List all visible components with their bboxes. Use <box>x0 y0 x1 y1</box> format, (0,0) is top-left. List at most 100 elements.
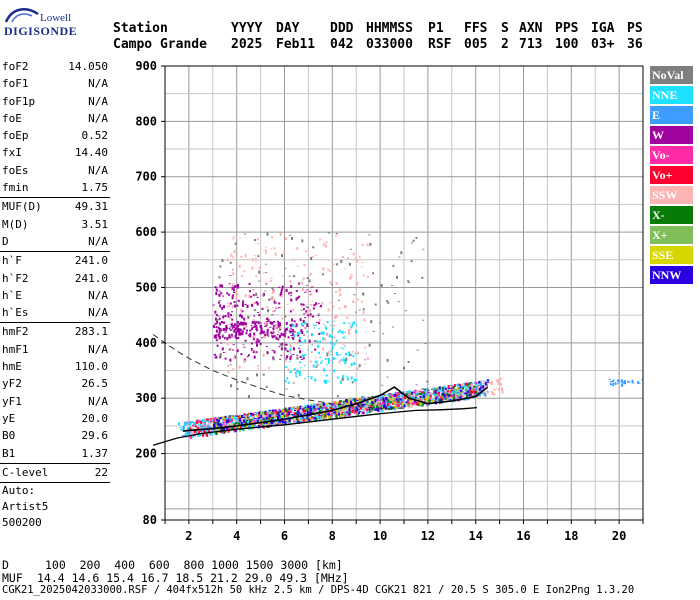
echo-point-e <box>381 406 384 408</box>
echo-point-nne <box>333 343 336 346</box>
echo-point-ssw <box>238 264 241 268</box>
echo-point-nne <box>361 397 364 400</box>
echo-point-ssw <box>309 315 311 318</box>
echo-point-ssw <box>279 326 282 329</box>
echo-point-ssw <box>251 420 254 424</box>
echo-point-w <box>292 336 295 340</box>
echo-point-nnw <box>219 423 222 427</box>
echo-point-e <box>470 382 473 384</box>
echo-point-w <box>243 346 246 348</box>
echo-point-w <box>289 331 292 334</box>
echo-point-x- <box>283 414 286 418</box>
echo-point-ssw <box>302 277 305 281</box>
echo-point-ssw <box>424 391 427 393</box>
echo-point-nne <box>348 353 351 357</box>
echo-point-nne <box>273 423 275 426</box>
echo-point-w <box>245 332 248 335</box>
echo-point-vo- <box>401 400 403 404</box>
echo-point-w <box>290 298 293 302</box>
echo-point-vo- <box>366 408 369 411</box>
echo-point-noval <box>397 301 400 303</box>
echo-point-w <box>239 313 242 316</box>
echo-point-nnw <box>223 428 225 430</box>
estimated-profile-dashed-line <box>152 334 404 409</box>
echo-point-ssw <box>460 388 463 390</box>
echo-point-sse <box>425 395 428 397</box>
param-row-c-level: C-level 22 <box>0 464 110 481</box>
echo-point-vo- <box>210 419 213 423</box>
echo-point-vo- <box>446 396 448 398</box>
echo-point-ssw <box>495 380 498 382</box>
echo-point-vo- <box>316 403 319 406</box>
echo-point-vo- <box>344 414 347 418</box>
param-row-h-f: h`F 241.0 <box>0 252 110 269</box>
echo-point-ssw <box>361 261 364 263</box>
echo-point-w <box>279 328 282 331</box>
echo-point-ssw <box>351 276 354 278</box>
echo-point-x- <box>410 403 412 405</box>
echo-point-ssw <box>301 305 304 307</box>
echo-point-ssw <box>351 350 354 353</box>
echo-point-w <box>318 322 320 325</box>
echo-point-ssw <box>499 382 502 386</box>
echo-point-vo- <box>451 385 454 387</box>
echo-point-w <box>296 296 299 299</box>
echo-point-nne <box>421 393 424 395</box>
echo-point-nnw <box>301 416 304 418</box>
x-tick-label: 20 <box>612 529 626 543</box>
scaled-parameters-panel: foF2 14.050 foF1 N/A foF1p N/A foE N/A foEp 0.52 f… <box>0 58 110 484</box>
echo-point-w <box>312 315 315 318</box>
echo-point-w <box>280 332 283 336</box>
echo-point-ssw <box>320 410 323 412</box>
echo-point-nnw <box>331 403 334 406</box>
echo-point-nne <box>390 397 393 399</box>
echo-point-w <box>314 348 317 351</box>
echo-point-sse <box>342 408 345 411</box>
echo-point-ssw <box>307 289 309 293</box>
echo-point-e <box>443 396 446 400</box>
echo-point-w <box>234 304 237 308</box>
echo-point-w <box>226 337 229 341</box>
echo-point-nne <box>322 331 325 335</box>
echo-point-e <box>479 381 482 384</box>
echo-point-nne <box>314 378 317 382</box>
echo-point-ssw <box>373 398 376 402</box>
echo-point-w <box>256 338 259 341</box>
echo-point-vo- <box>441 398 444 401</box>
echo-point-nne <box>318 413 321 415</box>
echo-point-w <box>231 311 234 313</box>
echo-point-nne <box>307 375 310 377</box>
echo-point-ssw <box>349 277 351 280</box>
header-label-iga: IGA <box>591 21 615 36</box>
echo-point-ssw <box>252 349 255 352</box>
echo-point-nnw <box>356 408 359 411</box>
echo-point-nne <box>333 369 336 373</box>
echo-point-sse <box>309 418 312 419</box>
echo-point-e <box>321 403 323 405</box>
echo-point-ssw <box>324 337 327 341</box>
echo-point-noval <box>258 270 261 274</box>
echo-point-nne <box>203 426 206 429</box>
echo-point-w <box>253 315 256 317</box>
echo-point-w <box>237 327 240 330</box>
echo-point-w <box>316 321 318 323</box>
echo-point-noval <box>242 343 245 345</box>
echo-point-e <box>621 380 624 384</box>
echo-point-vo- <box>414 401 417 405</box>
echo-point-noval <box>427 389 430 391</box>
echo-point-w <box>283 334 286 338</box>
echo-point-ssw <box>298 413 301 415</box>
echo-point-ssw <box>294 406 296 408</box>
echo-point-w <box>295 326 297 328</box>
echo-point-w <box>216 320 219 324</box>
echo-point-nne <box>355 330 357 333</box>
echo-point-nne <box>255 412 258 414</box>
echo-point-w <box>292 347 295 351</box>
echo-point-nne <box>440 388 443 392</box>
echo-point-sse <box>426 398 429 400</box>
echo-point-noval <box>398 256 401 258</box>
echo-point-noval <box>351 381 354 384</box>
echo-point-nnw <box>443 394 446 398</box>
echo-point-nnw <box>302 409 305 411</box>
echo-point-noval <box>386 376 389 378</box>
